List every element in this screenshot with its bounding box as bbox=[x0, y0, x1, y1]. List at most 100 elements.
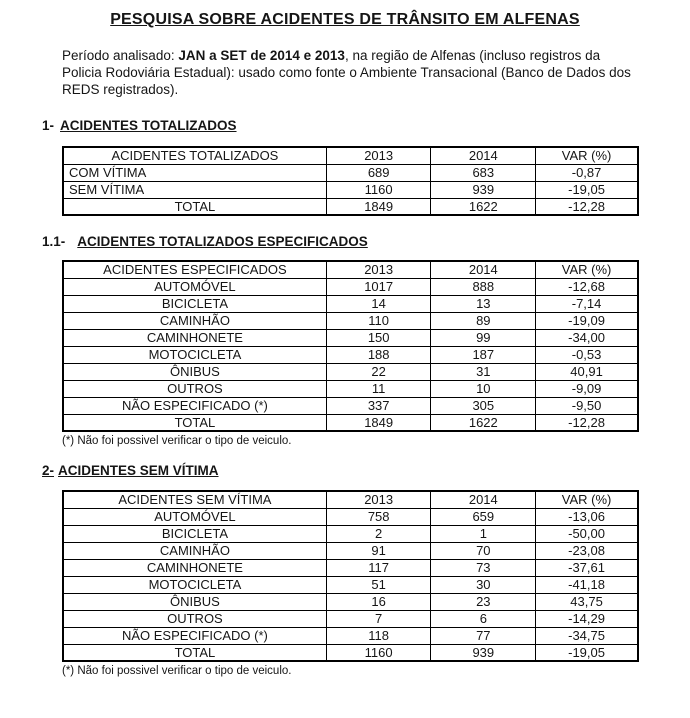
label-cell: OUTROS bbox=[62, 609, 327, 628]
var-percent-cell: -23,08 bbox=[535, 541, 639, 560]
var-percent-cell: -34,00 bbox=[535, 328, 639, 347]
label-cell: COM VÍTIMA bbox=[62, 163, 327, 182]
column-header: ACIDENTES TOTALIZADOS bbox=[62, 146, 327, 165]
table-row: BICICLETA 2 1 -50,00 bbox=[62, 524, 639, 543]
column-header: 2014 bbox=[430, 490, 537, 509]
var-percent-cell: -0,53 bbox=[535, 345, 639, 364]
value-2013-cell: 22 bbox=[325, 362, 432, 381]
value-2013-cell: 150 bbox=[325, 328, 432, 347]
table-row: BICICLETA 14 13 -7,14 bbox=[62, 294, 639, 313]
table-row: MOTOCICLETA 51 30 -41,18 bbox=[62, 575, 639, 594]
column-header: VAR (%) bbox=[535, 146, 639, 165]
intro-analysis-period: JAN a SET de 2014 e 2013 bbox=[178, 48, 345, 63]
var-percent-cell: -41,18 bbox=[535, 575, 639, 594]
var-percent-cell: -14,29 bbox=[535, 609, 639, 628]
column-header: VAR (%) bbox=[535, 490, 639, 509]
value-2014-cell: 659 bbox=[430, 507, 537, 526]
document-title: PESQUISA SOBRE ACIDENTES DE TRÂNSITO EM … bbox=[110, 11, 580, 28]
value-2013-cell: 2 bbox=[325, 524, 432, 543]
label-cell: ÔNIBUS bbox=[62, 592, 327, 611]
var-percent-cell: 40,91 bbox=[535, 362, 639, 381]
value-2014-cell: 939 bbox=[430, 180, 537, 199]
label-cell: TOTAL bbox=[62, 643, 327, 662]
section-1-1-number: 1.1- bbox=[42, 234, 66, 249]
table-row: TOTAL 1160 939 -19,05 bbox=[62, 643, 639, 662]
value-2014-cell: 888 bbox=[430, 277, 537, 296]
table-row: AUTOMÓVEL 758 659 -13,06 bbox=[62, 507, 639, 526]
column-header: 2013 bbox=[325, 260, 432, 279]
section-2-title: ACIDENTES SEM VÍTIMA bbox=[58, 463, 219, 478]
var-percent-cell: -7,14 bbox=[535, 294, 639, 313]
var-percent-cell: -12,28 bbox=[535, 197, 639, 216]
var-percent-cell: -0,87 bbox=[535, 163, 639, 182]
var-percent-cell: -12,28 bbox=[535, 413, 639, 432]
label-cell: MOTOCICLETA bbox=[62, 575, 327, 594]
table-row: NÃO ESPECIFICADO (*) 337 305 -9,50 bbox=[62, 396, 639, 415]
value-2014-cell: 13 bbox=[430, 294, 537, 313]
value-2014-cell: 1622 bbox=[430, 197, 537, 216]
label-cell: NÃO ESPECIFICADO (*) bbox=[62, 626, 327, 645]
value-2013-cell: 16 bbox=[325, 592, 432, 611]
value-2013-cell: 1849 bbox=[325, 413, 432, 432]
value-2013-cell: 110 bbox=[325, 311, 432, 330]
table-row: AUTOMÓVEL 1017 888 -12,68 bbox=[62, 277, 639, 296]
var-percent-cell: -12,68 bbox=[535, 277, 639, 296]
value-2014-cell: 683 bbox=[430, 163, 537, 182]
table-row: NÃO ESPECIFICADO (*) 118 77 -34,75 bbox=[62, 626, 639, 645]
specified-accidents-footnote: (*) Não foi possivel verificar o tipo de… bbox=[62, 435, 292, 447]
value-2013-cell: 1017 bbox=[325, 277, 432, 296]
table-row: COM VÍTIMA 689 683 -0,87 bbox=[62, 163, 639, 182]
label-cell: BICICLETA bbox=[62, 294, 327, 313]
intro-prefix: Período analisado: bbox=[62, 48, 179, 63]
label-cell: MOTOCICLETA bbox=[62, 345, 327, 364]
label-cell: OUTROS bbox=[62, 379, 327, 398]
var-percent-cell: -9,50 bbox=[535, 396, 639, 415]
label-cell: NÃO ESPECIFICADO (*) bbox=[62, 396, 327, 415]
column-header: ACIDENTES SEM VÍTIMA bbox=[62, 490, 327, 509]
no-victim-accidents-footnote: (*) Não foi possivel verificar o tipo de… bbox=[62, 665, 292, 677]
value-2013-cell: 51 bbox=[325, 575, 432, 594]
column-header: ACIDENTES ESPECIFICADOS bbox=[62, 260, 327, 279]
column-header: 2013 bbox=[325, 146, 432, 165]
value-2013-cell: 689 bbox=[325, 163, 432, 182]
value-2014-cell: 99 bbox=[430, 328, 537, 347]
value-2014-cell: 77 bbox=[430, 626, 537, 645]
value-2013-cell: 11 bbox=[325, 379, 432, 398]
column-header: 2013 bbox=[325, 490, 432, 509]
specified-accidents-table-wrap: ACIDENTES ESPECIFICADOS 2013 2014 VAR (%) AU… bbox=[62, 260, 690, 432]
section-1-title: ACIDENTES TOTALIZADOS bbox=[60, 118, 237, 133]
value-2013-cell: 188 bbox=[325, 345, 432, 364]
table-row: CAMINHONETE 150 99 -34,00 bbox=[62, 328, 639, 347]
section-1-1-title: ACIDENTES TOTALIZADOS ESPECIFICADOS bbox=[77, 234, 368, 249]
var-percent-cell: -19,05 bbox=[535, 180, 639, 199]
specified-accidents-table: ACIDENTES ESPECIFICADOS 2013 2014 VAR (%) AU… bbox=[62, 260, 639, 432]
table-row: ÔNIBUS 16 23 43,75 bbox=[62, 592, 639, 611]
table-row: OUTROS 11 10 -9,09 bbox=[62, 379, 639, 398]
table-header-row: ACIDENTES SEM VÍTIMA 2013 2014 VAR (%) bbox=[62, 490, 639, 509]
label-cell: BICICLETA bbox=[62, 524, 327, 543]
value-2014-cell: 10 bbox=[430, 379, 537, 398]
value-2013-cell: 1160 bbox=[325, 643, 432, 662]
value-2014-cell: 187 bbox=[430, 345, 537, 364]
value-2013-cell: 118 bbox=[325, 626, 432, 645]
label-cell: ÔNIBUS bbox=[62, 362, 327, 381]
value-2014-cell: 30 bbox=[430, 575, 537, 594]
var-percent-cell: -34,75 bbox=[535, 626, 639, 645]
label-cell: CAMINHONETE bbox=[62, 328, 327, 347]
var-percent-cell: -9,09 bbox=[535, 379, 639, 398]
value-2013-cell: 337 bbox=[325, 396, 432, 415]
value-2013-cell: 91 bbox=[325, 541, 432, 560]
column-header: VAR (%) bbox=[535, 260, 639, 279]
label-cell: AUTOMÓVEL bbox=[62, 277, 327, 296]
value-2014-cell: 70 bbox=[430, 541, 537, 560]
label-cell: AUTOMÓVEL bbox=[62, 507, 327, 526]
column-header: 2014 bbox=[430, 260, 537, 279]
table-row: SEM VÍTIMA 1160 939 -19,05 bbox=[62, 180, 639, 199]
table-row: TOTAL 1849 1622 -12,28 bbox=[62, 197, 639, 216]
section-2-heading: 2- ACIDENTES SEM VÍTIMA bbox=[42, 463, 690, 479]
section-1-1-heading: 1.1- ACIDENTES TOTALIZADOS ESPECIFICADOS bbox=[42, 234, 690, 250]
table-row: CAMINHÃO 91 70 -23,08 bbox=[62, 541, 639, 560]
var-percent-cell: 43,75 bbox=[535, 592, 639, 611]
value-2014-cell: 6 bbox=[430, 609, 537, 628]
value-2013-cell: 1849 bbox=[325, 197, 432, 216]
